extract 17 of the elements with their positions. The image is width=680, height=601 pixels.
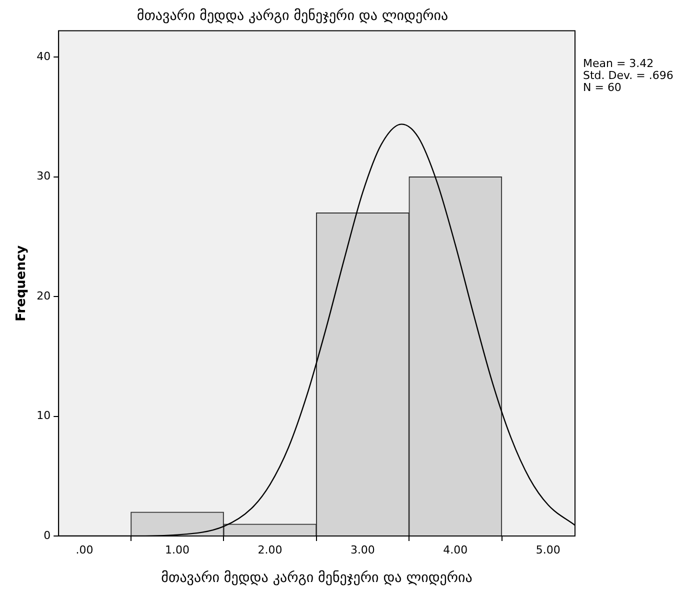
y-tick-label: 10 <box>36 409 51 422</box>
y-tick-label: 20 <box>36 289 51 302</box>
y-axis-title: Frequency <box>14 244 30 322</box>
x-axis-title: მთავარი მედდა კარგი მენეჯერი და ლიდერია <box>161 570 472 586</box>
text: N = 60 <box>583 81 622 94</box>
text: Mean = 3.42 <box>583 57 654 70</box>
x-tick-label: 5.00 <box>536 543 560 556</box>
y-tick-label: 30 <box>36 170 51 183</box>
x-tick-label: 4.00 <box>443 543 468 556</box>
y-tick-label: 0 <box>44 528 51 542</box>
chart-title: მთავარი მედდა კარგი მენეჯერი და ლიდერია <box>136 8 448 24</box>
y-tick-label: 40 <box>36 50 51 63</box>
x-tick-label: 3.00 <box>350 543 375 556</box>
x-tick-label: 1.00 <box>165 543 190 556</box>
x-tick-label: .00 <box>76 543 94 556</box>
x-tick-label: 2.00 <box>258 543 282 556</box>
text: Std. Dev. = .696 <box>583 69 674 82</box>
